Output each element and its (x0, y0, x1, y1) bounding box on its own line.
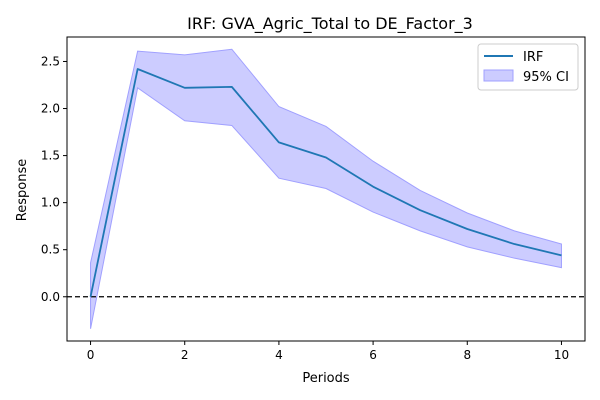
y-axis-label: Response (15, 159, 30, 221)
y-axis-ticks: 0.0 0.5 1.0 1.5 2.0 2.5 (41, 54, 67, 304)
chart-title: IRF: GVA_Agric_Total to DE_Factor_3 (187, 14, 473, 34)
x-tick-label: 2 (181, 348, 189, 362)
x-tick-label: 4 (275, 348, 283, 362)
x-tick-label: 0 (87, 348, 95, 362)
plot-area (67, 48, 585, 329)
x-tick-label: 6 (369, 348, 377, 362)
y-tick-label: 0.0 (41, 290, 60, 304)
x-tick-label: 10 (554, 348, 569, 362)
legend-ci-swatch (483, 69, 514, 82)
y-tick-label: 2.0 (41, 102, 60, 116)
legend-irf-label: IRF (523, 50, 543, 65)
legend: IRF 95% CI (477, 43, 579, 91)
x-axis-label: Periods (302, 371, 350, 386)
ci-band (90, 48, 562, 329)
axes-frame (66, 36, 586, 342)
y-tick-label: 0.5 (41, 243, 60, 257)
y-tick-label: 1.0 (41, 196, 60, 210)
y-tick-label: 2.5 (41, 54, 60, 68)
legend-ci-label: 95% CI (523, 70, 569, 85)
y-tick-label: 1.5 (41, 149, 60, 163)
x-axis-ticks: 0 2 4 6 8 10 (87, 341, 569, 362)
irf-series-line (89, 68, 562, 297)
x-tick-label: 8 (463, 348, 471, 362)
